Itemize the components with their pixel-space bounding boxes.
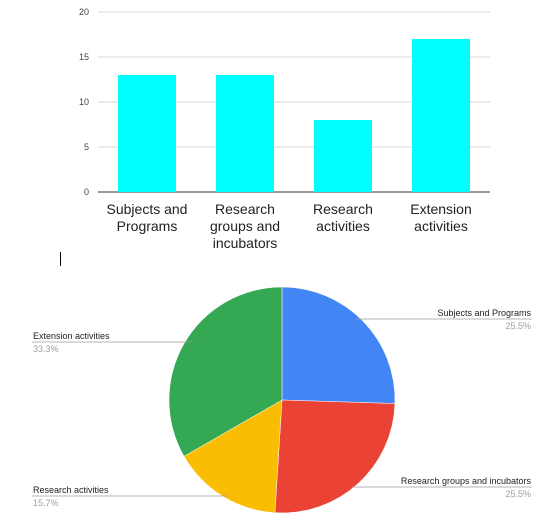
bar bbox=[412, 39, 470, 192]
x-tick-label: Research groups and incubators bbox=[210, 201, 280, 251]
slice-label: Subjects and Programs bbox=[437, 308, 531, 318]
y-tick-label: 10 bbox=[79, 97, 89, 107]
y-tick-label: 20 bbox=[79, 7, 89, 17]
pie-chart: Subjects and Programs 25.5% Research group… bbox=[32, 286, 532, 514]
y-tick-label: 15 bbox=[79, 52, 89, 62]
x-tick-label-line: groups and bbox=[210, 218, 280, 234]
slice-percent: 25.5% bbox=[505, 321, 531, 331]
bar bbox=[216, 75, 274, 192]
x-tick-label-line: activities bbox=[414, 218, 468, 234]
bar bbox=[118, 75, 176, 192]
slice-label: Research groups and incubators bbox=[401, 476, 532, 486]
x-tick-label-line: Extension bbox=[410, 201, 471, 217]
slice-percent: 25.5% bbox=[505, 489, 531, 499]
slice-label: Extension activities bbox=[33, 331, 110, 341]
slice-percent: 15.7% bbox=[33, 498, 59, 508]
slice-label: Research activities bbox=[33, 485, 109, 495]
pie-slice bbox=[274, 399, 396, 514]
pie-slice bbox=[168, 286, 283, 457]
x-tick-label-line: Research bbox=[215, 201, 275, 217]
bar-series bbox=[118, 39, 470, 192]
y-axis: 0 5 10 15 20 bbox=[79, 7, 89, 197]
x-tick-label: Research activities bbox=[313, 201, 373, 234]
x-tick-label-line: Research bbox=[313, 201, 373, 217]
pie-slices bbox=[168, 286, 396, 514]
bar bbox=[314, 120, 372, 192]
y-tick-label: 5 bbox=[84, 142, 89, 152]
x-tick-label-line: incubators bbox=[213, 235, 278, 251]
y-tick-label: 0 bbox=[84, 187, 89, 197]
x-tick-label-line: activities bbox=[316, 218, 370, 234]
x-tick-label: Extension activities bbox=[410, 201, 471, 234]
x-tick-label-line: Programs bbox=[117, 218, 178, 234]
slice-percent: 33.3% bbox=[33, 344, 59, 354]
pie-labels: Subjects and Programs 25.5% Research group… bbox=[32, 308, 532, 508]
pie-slice bbox=[281, 286, 396, 404]
text-cursor bbox=[60, 252, 61, 266]
x-tick-label: Subjects and Programs bbox=[107, 201, 188, 234]
x-tick-label-line: Subjects and bbox=[107, 201, 188, 217]
